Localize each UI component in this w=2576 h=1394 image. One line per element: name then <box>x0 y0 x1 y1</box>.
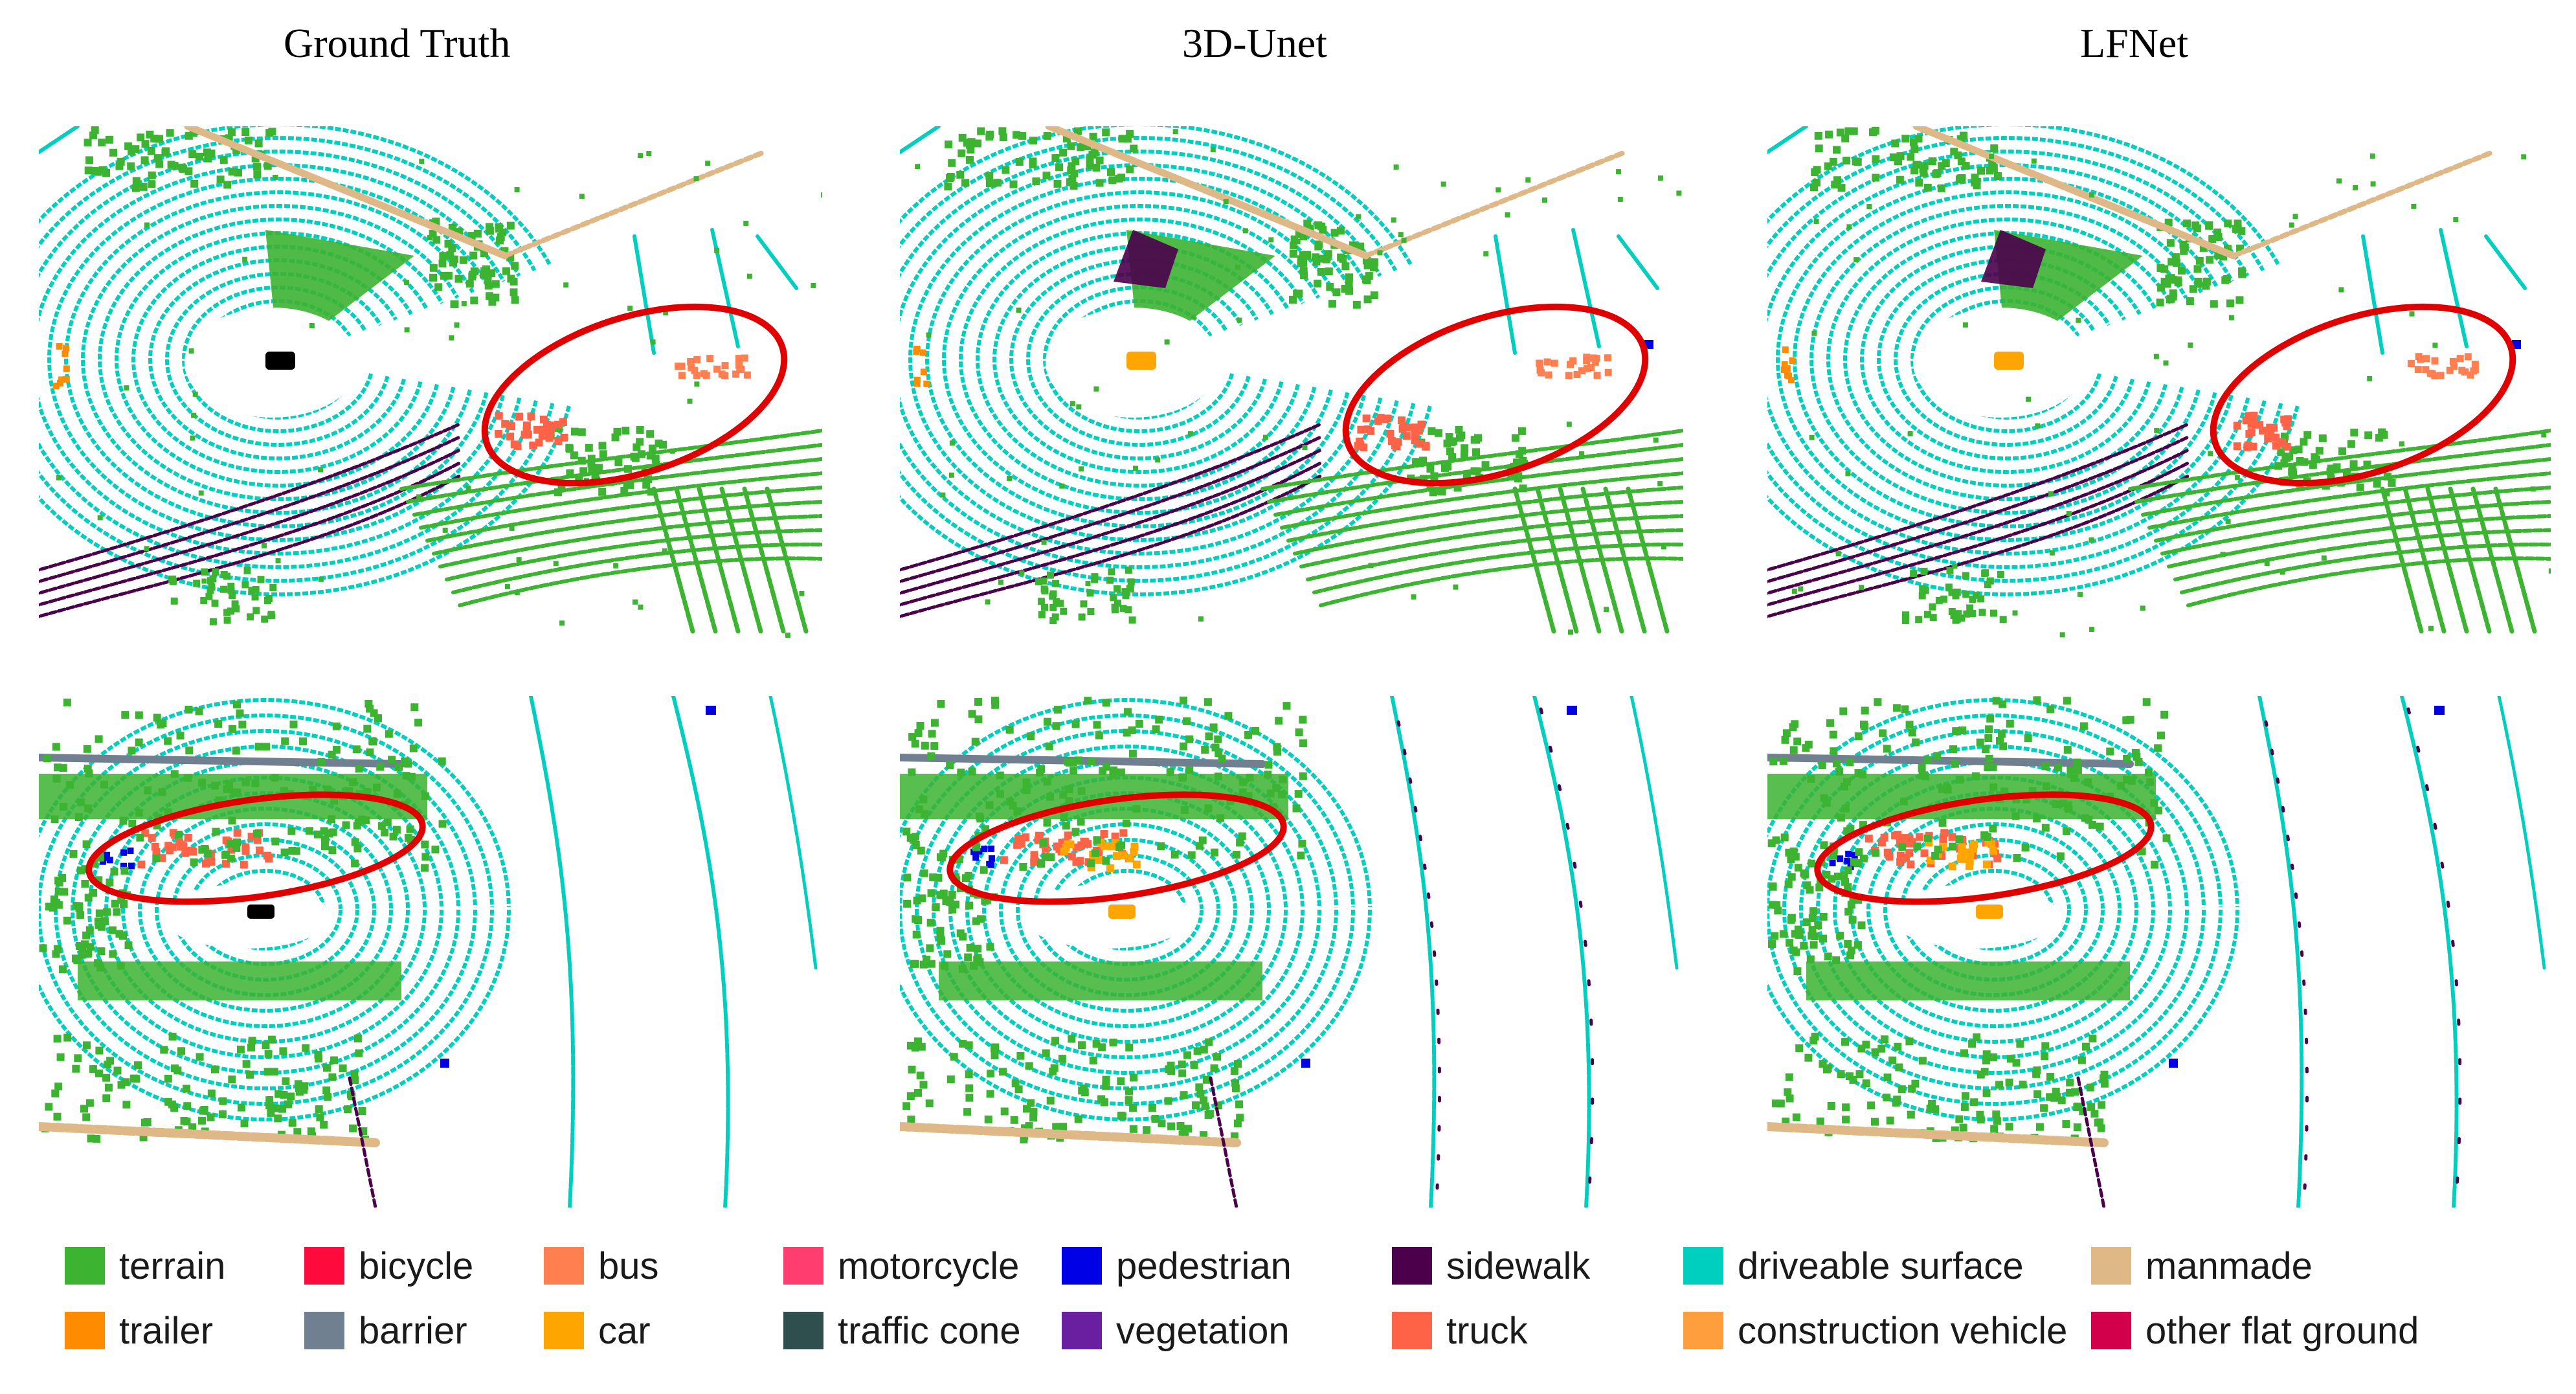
legend-swatch <box>1683 1247 1723 1285</box>
legend-swatch <box>1392 1312 1432 1349</box>
legend-swatch <box>1392 1247 1432 1285</box>
column-title-3d-unet: 3D-Unet <box>1182 20 1327 66</box>
legend-label: vegetation <box>1116 1309 1290 1352</box>
point-cloud-render <box>39 126 822 638</box>
legend-label: driveable surface <box>1738 1244 2024 1287</box>
legend-item-construction-vehicle: construction vehicle <box>1683 1301 2067 1360</box>
legend-label: truck <box>1446 1309 1528 1352</box>
legend-label: manmade <box>2145 1244 2313 1287</box>
legend-label: car <box>598 1309 651 1352</box>
panel-lfnet-scene-2 <box>1767 696 2551 1208</box>
legend-label: pedestrian <box>1116 1244 1292 1287</box>
panel-3d-unet-scene-2 <box>900 696 1683 1208</box>
panel-ground-truth-scene-1 <box>39 126 822 638</box>
legend-item-sidewalk: sidewalk <box>1392 1237 1590 1295</box>
legend-label: other flat ground <box>2145 1309 2419 1352</box>
point-cloud-render <box>900 696 1679 1208</box>
class-legend: terrain bicycle bus motorcycle pedestrian sid… <box>65 1237 2564 1379</box>
point-cloud-render <box>900 126 1683 635</box>
legend-swatch <box>304 1312 344 1349</box>
panel-3d-unet-scene-1 <box>900 126 1683 638</box>
legend-swatch <box>304 1247 344 1285</box>
legend-swatch <box>65 1312 105 1349</box>
point-cloud-render <box>1767 696 2546 1208</box>
legend-item-other-flat-ground: other flat ground <box>2091 1301 2419 1360</box>
legend-swatch <box>1062 1312 1102 1349</box>
legend-item-bus: bus <box>544 1237 659 1295</box>
legend-swatch <box>544 1312 584 1349</box>
legend-label: barrier <box>359 1309 467 1352</box>
legend-item-vegetation: vegetation <box>1062 1301 1290 1360</box>
column-title-ground-truth: Ground Truth <box>284 20 511 66</box>
legend-swatch <box>2091 1312 2131 1349</box>
legend-item-traffic-cone: traffic cone <box>783 1301 1021 1360</box>
legend-swatch <box>2091 1247 2131 1285</box>
legend-item-terrain: terrain <box>65 1237 225 1295</box>
legend-label: bicycle <box>359 1244 474 1287</box>
legend-label: trailer <box>119 1309 214 1352</box>
legend-swatch <box>1683 1312 1723 1349</box>
legend-label: motorcycle <box>838 1244 1020 1287</box>
legend-swatch <box>65 1247 105 1285</box>
legend-item-truck: truck <box>1392 1301 1528 1360</box>
legend-label: construction vehicle <box>1738 1309 2068 1352</box>
legend-item-bicycle: bicycle <box>304 1237 473 1295</box>
legend-label: bus <box>598 1244 659 1287</box>
legend-item-car: car <box>544 1301 651 1360</box>
legend-swatch <box>544 1247 584 1285</box>
column-title-lfnet: LFNet <box>2080 20 2189 66</box>
point-cloud-render <box>1767 126 2551 638</box>
legend-item-barrier: barrier <box>304 1301 467 1360</box>
legend-item-trailer: trailer <box>65 1301 213 1360</box>
legend-label: terrain <box>119 1244 226 1287</box>
legend-label: sidewalk <box>1446 1244 1591 1287</box>
legend-label: traffic cone <box>838 1309 1021 1352</box>
legend-item-manmade: manmade <box>2091 1237 2313 1295</box>
panel-lfnet-scene-1 <box>1767 126 2551 638</box>
panel-ground-truth-scene-2 <box>39 696 822 1208</box>
point-cloud-render <box>39 696 818 1208</box>
legend-item-driveable-surface: driveable surface <box>1683 1237 2024 1295</box>
legend-item-pedestrian: pedestrian <box>1062 1237 1292 1295</box>
legend-item-motorcycle: motorcycle <box>783 1237 1019 1295</box>
legend-swatch <box>783 1247 823 1285</box>
legend-swatch <box>783 1312 823 1349</box>
legend-swatch <box>1062 1247 1102 1285</box>
